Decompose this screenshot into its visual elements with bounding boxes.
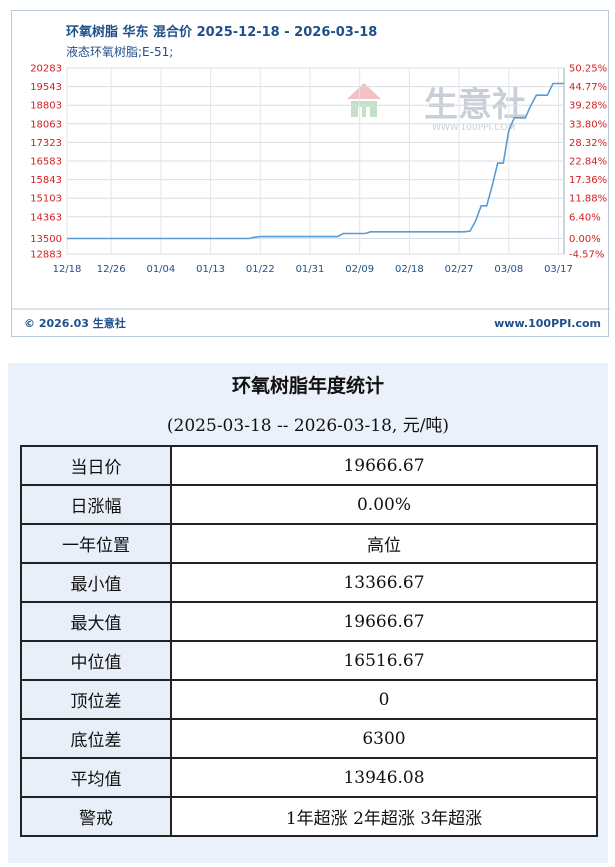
stats-row-value: 高位: [170, 523, 598, 564]
chart-subtitle: 液态环氧树脂;E-51;: [66, 44, 173, 59]
stats-row-label: 一年位置: [20, 523, 172, 564]
stats-row: 平均值 13946.08: [20, 757, 598, 798]
footer-copyright: © 2026.03 生意社: [24, 316, 126, 330]
footer-website-link[interactable]: www.100PPI.com: [494, 317, 601, 330]
annual-stats-panel: 环氧树脂年度统计 (2025-03-18 -- 2026-03-18, 元/吨)…: [8, 363, 608, 863]
stats-row-label: 警戒: [20, 796, 172, 837]
stats-row-value: 0.00%: [170, 484, 598, 525]
x-tick-label: 12/26: [97, 264, 126, 275]
stats-row-value: 1年超涨 2年超涨 3年超涨: [170, 796, 598, 837]
y-tick-label-left: 20283: [30, 64, 62, 75]
y-tick-label-left: 12883: [30, 250, 62, 261]
y-tick-label-left: 19543: [30, 82, 62, 93]
stats-row-label: 顶位差: [20, 679, 172, 720]
y-tick-label-left: 18063: [30, 119, 62, 130]
y-tick-label-right: 44.77%: [569, 82, 607, 93]
y-tick-label-right: -4.57%: [569, 250, 604, 261]
plot-area: 20283 50.25% 19543 44.77% 18803 39.28% 18063 33…: [30, 64, 607, 276]
y-tick-label-right: 33.80%: [569, 119, 607, 130]
stats-row-value: 0: [170, 679, 598, 720]
x-tick-label: 12/18: [53, 264, 82, 275]
stats-row: 当日价 19666.67: [20, 445, 598, 486]
y-tick-label-right: 17.36%: [569, 175, 607, 186]
series-line: [67, 82, 564, 240]
stats-row-label: 底位差: [20, 718, 172, 759]
stats-row-label: 最大值: [20, 601, 172, 642]
watermark-logo-icon: [347, 83, 381, 117]
chart-title: 环氧树脂 华东 混合价 2025-12-18 - 2026-03-18: [66, 24, 377, 40]
y-tick-label-right: 39.28%: [569, 101, 607, 112]
stats-row-value: 13946.08: [170, 757, 598, 798]
y-tick-label-left: 18803: [30, 101, 62, 112]
y-tick-label-left: 15103: [30, 194, 62, 205]
y-tick-label-right: 50.25%: [569, 64, 607, 75]
stats-title: 环氧树脂年度统计: [231, 375, 384, 397]
x-tick-label: 03/17: [544, 264, 573, 275]
stats-row-label: 当日价: [20, 445, 172, 486]
y-tick-label-right: 0.00%: [569, 234, 601, 245]
stats-row: 警戒 1年超涨 2年超涨 3年超涨: [20, 796, 598, 837]
y-tick-label-left: 14363: [30, 212, 62, 223]
stats-row: 顶位差 0: [20, 679, 598, 720]
stats-row-label: 最小值: [20, 562, 172, 603]
stats-row-value: 13366.67: [170, 562, 598, 603]
stats-row: 一年位置 高位: [20, 523, 598, 564]
price-chart: 环氧树脂 华东 混合价 2025-12-18 - 2026-03-18 液态环氧…: [12, 24, 610, 330]
stats-row-value: 6300: [170, 718, 598, 759]
stats-row-label: 日涨幅: [20, 484, 172, 525]
x-tick-label: 02/09: [345, 264, 374, 275]
x-tick-label: 01/13: [196, 264, 225, 275]
stats-row-label: 平均值: [20, 757, 172, 798]
stats-row-value: 19666.67: [170, 445, 598, 486]
y-tick-label-right: 28.32%: [569, 138, 607, 149]
y-tick-label-right: 22.84%: [569, 157, 607, 168]
stats-row: 最大值 19666.67: [20, 601, 598, 642]
x-tick-label: 02/27: [445, 264, 474, 275]
y-tick-label-right: 6.40%: [569, 212, 601, 223]
stats-subtitle: (2025-03-18 -- 2026-03-18, 元/吨): [166, 416, 450, 436]
watermark-url: WWW.100PPI.COM: [432, 123, 515, 133]
y-tick-label-left: 16583: [30, 157, 62, 168]
x-tick-label: 01/22: [246, 264, 275, 275]
x-tick-label: 01/31: [296, 264, 325, 275]
stats-table: 当日价 19666.67 日涨幅 0.00% 一年位置 高位 最小值 13366.67 最大值 1…: [20, 445, 598, 837]
watermark: 生意社 WWW.100PPI.COM: [347, 83, 526, 133]
stats-row: 日涨幅 0.00%: [20, 484, 598, 525]
stats-row-label: 中位值: [20, 640, 172, 681]
x-tick-label: 03/08: [494, 264, 523, 275]
stats-row-value: 19666.67: [170, 601, 598, 642]
x-tick-label: 01/04: [146, 264, 175, 275]
y-tick-label-left: 13500: [30, 234, 62, 245]
y-tick-label-left: 15843: [30, 175, 62, 186]
stats-row: 中位值 16516.67: [20, 640, 598, 681]
y-tick-label-right: 11.88%: [569, 194, 607, 205]
stats-row-value: 16516.67: [170, 640, 598, 681]
y-tick-label-left: 17323: [30, 138, 62, 149]
x-tick-label: 02/18: [395, 264, 424, 275]
stats-row: 最小值 13366.67: [20, 562, 598, 603]
price-chart-panel: 环氧树脂 华东 混合价 2025-12-18 - 2026-03-18 液态环氧…: [11, 10, 610, 337]
stats-row: 底位差 6300: [20, 718, 598, 759]
